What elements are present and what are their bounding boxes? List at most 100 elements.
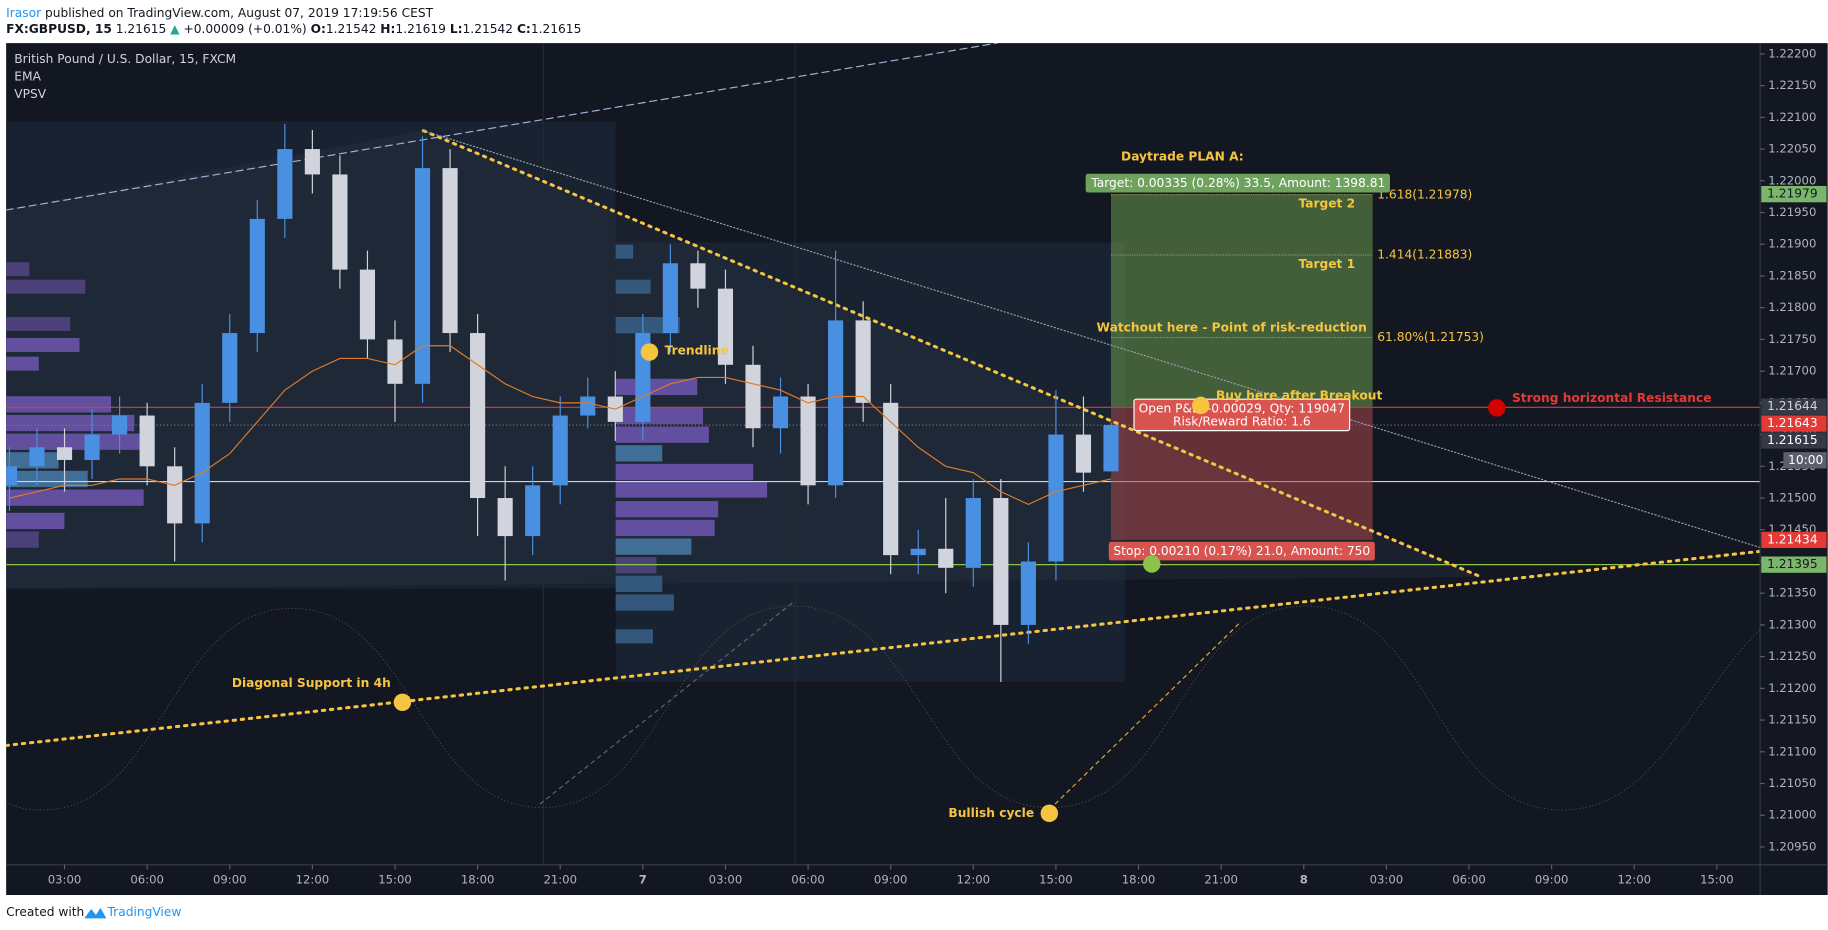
annotation-text: Trendline: [665, 343, 729, 357]
candle-body: [249, 218, 265, 334]
profile-bar: [615, 279, 651, 294]
x-tick-label: 09:00: [874, 872, 908, 886]
fib-name: Target 1: [1298, 257, 1355, 271]
profile-bar: [6, 433, 146, 450]
candle-body: [965, 498, 981, 568]
price-label-box: [1761, 556, 1827, 573]
last-price: 1.21615: [116, 22, 167, 36]
annotation-dot: [393, 693, 412, 712]
x-tick-label: 15:00: [378, 872, 412, 886]
candle-body: [222, 333, 238, 403]
indicator-name[interactable]: VPSV: [14, 87, 46, 101]
plot-area: [6, 43, 1761, 747]
y-tick-label: 1.21900: [1768, 237, 1816, 251]
profile-bar: [6, 531, 39, 548]
profile-bar: [6, 316, 71, 331]
candle-body: [6, 466, 18, 486]
candle-body: [828, 320, 844, 486]
candle-body: [304, 149, 320, 175]
candle-body: [855, 320, 871, 403]
y-tick-label: 1.22150: [1768, 78, 1816, 92]
annotation-dot: [640, 343, 659, 361]
y-tick-label: 1.22050: [1768, 142, 1816, 156]
candle-body: [938, 548, 954, 568]
overlays: British Pound / U.S. Dollar, 15, FXCM EM…: [14, 52, 1712, 823]
countdown-box: [1783, 452, 1827, 469]
x-tick-label: 12:00: [296, 872, 330, 886]
annotation-text: Buy here after Breakout: [1216, 389, 1383, 403]
tradingview-logo[interactable]: [84, 907, 107, 919]
price-label: 1.21615: [1767, 433, 1818, 447]
y-tick-label: 1.21500: [1768, 491, 1816, 505]
x-tick-label: 7: [639, 872, 647, 886]
close-value: 1.21615: [531, 22, 582, 36]
candle-body: [442, 168, 458, 334]
annotation-text: Bullish cycle: [948, 806, 1034, 820]
price-label: 1.21644: [1767, 399, 1818, 413]
price-label-box: [1761, 531, 1827, 549]
y-tick-label: 1.21300: [1768, 617, 1816, 631]
profile-bar: [615, 244, 634, 259]
x-tick-label: 03:00: [709, 872, 743, 886]
candle-body: [414, 168, 431, 384]
candle-body: [167, 466, 183, 524]
profile-bar: [6, 262, 30, 277]
open-label: O:: [311, 22, 326, 36]
author[interactable]: Irasor: [6, 5, 42, 19]
x-tick-label: 03:00: [48, 872, 82, 886]
candle-body: [139, 415, 155, 467]
y-tick-label: 1.21800: [1768, 300, 1816, 314]
profile-bar: [6, 489, 144, 506]
footer-brand[interactable]: TradingView: [107, 905, 182, 919]
price-label-box: [1761, 415, 1827, 432]
indicator-name[interactable]: EMA: [14, 69, 41, 83]
candle-body: [690, 263, 706, 289]
pnl-label: [1133, 398, 1351, 432]
open-value: 1.21542: [326, 22, 377, 36]
trendline: [422, 130, 1761, 549]
profile-bar: [615, 629, 653, 644]
high-label: H:: [380, 22, 395, 36]
high-value: 1.21619: [395, 22, 446, 36]
fib-label: 61.80%(1.21753): [1377, 330, 1484, 344]
y-tick-label: 1.21100: [1768, 744, 1816, 758]
change: +0.00009 (+0.01%): [183, 22, 306, 36]
candle-body: [1075, 434, 1092, 473]
stop-label: [1108, 541, 1375, 561]
x-tick-label: 12:00: [1617, 872, 1651, 886]
candle-body: [662, 263, 678, 334]
candle-body: [772, 396, 789, 429]
x-tick-label: 09:00: [213, 872, 247, 886]
symbol: FX:GBPUSD, 15: [6, 22, 112, 36]
y-tick-label: 1.21750: [1768, 332, 1816, 346]
candle-body: [332, 174, 348, 270]
profile-bar: [615, 426, 709, 443]
pnl-label-text: Open P&L: -0.00029, Qty: 119047: [1139, 401, 1345, 415]
candle-body: [194, 402, 210, 524]
annotation-dot: [1488, 399, 1506, 417]
fib-label: 1.618(1.21978): [1377, 187, 1472, 201]
candle-body: [387, 339, 403, 384]
x-tick-label: 18:00: [461, 872, 495, 886]
price-label: 1.21643: [1767, 416, 1818, 430]
target-label: [1085, 173, 1390, 193]
annotation-text: Strong horizontal Resistance: [1512, 391, 1712, 405]
y-tick-label: 1.21000: [1768, 808, 1816, 822]
x-tick-label: 21:00: [543, 872, 577, 886]
annotation-dot: [1192, 396, 1210, 415]
y-tick-label: 1.21150: [1768, 713, 1816, 727]
profile-bar: [6, 414, 135, 432]
y-tick-label: 1.21200: [1768, 681, 1816, 695]
x-tick-label: 06:00: [130, 872, 164, 886]
annotation-dot: [1040, 804, 1059, 823]
profile-bar: [615, 378, 698, 396]
publish-line: Irasor published on TradingView.com, Aug…: [6, 5, 433, 19]
candle-body: [29, 447, 45, 467]
y-tick-label: 1.20950: [1768, 839, 1816, 853]
x-tick-label: 8: [1300, 872, 1308, 886]
ema-line: [9, 345, 1112, 506]
candle-body: [525, 485, 541, 537]
low-value: 1.21542: [463, 22, 514, 36]
fib-name: Target 2: [1298, 197, 1355, 211]
